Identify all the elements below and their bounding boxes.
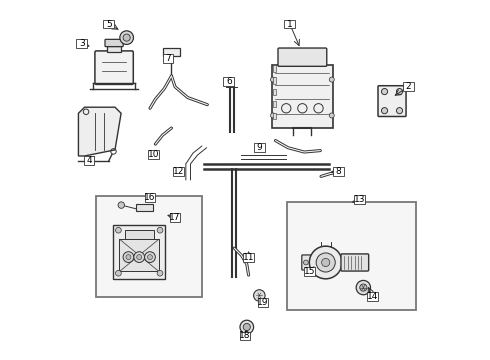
- Bar: [163, 48, 180, 56]
- Circle shape: [240, 320, 254, 334]
- Bar: [272, 65, 276, 72]
- Circle shape: [270, 77, 275, 82]
- Circle shape: [303, 260, 308, 265]
- Circle shape: [120, 31, 133, 44]
- Bar: [272, 101, 276, 107]
- Circle shape: [270, 113, 275, 118]
- FancyBboxPatch shape: [341, 254, 368, 271]
- Circle shape: [254, 290, 265, 301]
- Bar: [240, 332, 250, 341]
- Text: 11: 11: [243, 253, 254, 262]
- Bar: [243, 253, 254, 262]
- Text: 19: 19: [257, 298, 269, 307]
- Text: 10: 10: [148, 150, 159, 159]
- Circle shape: [382, 108, 388, 114]
- Circle shape: [316, 253, 335, 272]
- Circle shape: [329, 113, 334, 118]
- Bar: [403, 82, 414, 91]
- Bar: [84, 156, 95, 165]
- Bar: [304, 267, 315, 276]
- Text: 16: 16: [144, 193, 156, 202]
- Circle shape: [147, 255, 152, 260]
- Circle shape: [360, 284, 367, 291]
- Bar: [145, 193, 155, 202]
- Circle shape: [356, 280, 370, 295]
- Bar: [107, 46, 121, 52]
- Bar: [354, 195, 365, 204]
- FancyBboxPatch shape: [378, 86, 406, 117]
- Bar: [125, 230, 153, 239]
- Bar: [333, 167, 343, 176]
- Text: 6: 6: [226, 77, 232, 86]
- Text: 7: 7: [165, 54, 171, 63]
- Circle shape: [396, 108, 403, 114]
- Bar: [254, 143, 265, 152]
- FancyBboxPatch shape: [302, 255, 312, 270]
- Bar: [272, 89, 276, 95]
- Polygon shape: [78, 107, 121, 156]
- Text: 14: 14: [367, 292, 378, 301]
- Bar: [76, 39, 87, 48]
- Text: 12: 12: [173, 167, 184, 176]
- Circle shape: [118, 202, 124, 208]
- Bar: [272, 65, 333, 128]
- Text: 1: 1: [287, 19, 293, 28]
- Circle shape: [157, 227, 163, 233]
- Bar: [148, 150, 159, 159]
- Circle shape: [309, 246, 342, 279]
- Text: 3: 3: [79, 39, 85, 48]
- Polygon shape: [113, 225, 165, 279]
- Circle shape: [123, 34, 130, 41]
- Bar: [170, 213, 180, 222]
- Text: 17: 17: [170, 213, 181, 222]
- FancyBboxPatch shape: [105, 39, 123, 46]
- Circle shape: [137, 255, 142, 260]
- Circle shape: [321, 258, 330, 266]
- Circle shape: [243, 323, 250, 330]
- Circle shape: [123, 252, 134, 262]
- Text: 9: 9: [256, 143, 262, 152]
- FancyBboxPatch shape: [278, 48, 327, 66]
- Circle shape: [329, 77, 334, 82]
- Bar: [272, 113, 276, 119]
- Text: 5: 5: [106, 19, 112, 28]
- Text: 2: 2: [405, 82, 411, 91]
- FancyBboxPatch shape: [95, 51, 133, 85]
- Bar: [223, 77, 234, 86]
- Circle shape: [116, 227, 122, 233]
- Text: 15: 15: [304, 267, 315, 276]
- Circle shape: [396, 89, 403, 95]
- Bar: [173, 167, 184, 176]
- Circle shape: [157, 270, 163, 276]
- Circle shape: [116, 270, 122, 276]
- Circle shape: [382, 89, 388, 95]
- Bar: [136, 204, 153, 211]
- Bar: [272, 77, 276, 84]
- Text: 18: 18: [239, 332, 251, 341]
- Text: 8: 8: [335, 167, 341, 176]
- Bar: [103, 19, 114, 28]
- Bar: [163, 54, 173, 63]
- Circle shape: [126, 255, 131, 260]
- Bar: [367, 292, 378, 301]
- Circle shape: [145, 252, 155, 262]
- Bar: [120, 239, 159, 271]
- Bar: [96, 196, 202, 297]
- Bar: [285, 19, 295, 28]
- Text: 4: 4: [86, 156, 92, 165]
- Bar: [258, 298, 269, 307]
- Circle shape: [134, 252, 145, 262]
- Bar: [287, 202, 416, 310]
- Text: 13: 13: [354, 195, 366, 204]
